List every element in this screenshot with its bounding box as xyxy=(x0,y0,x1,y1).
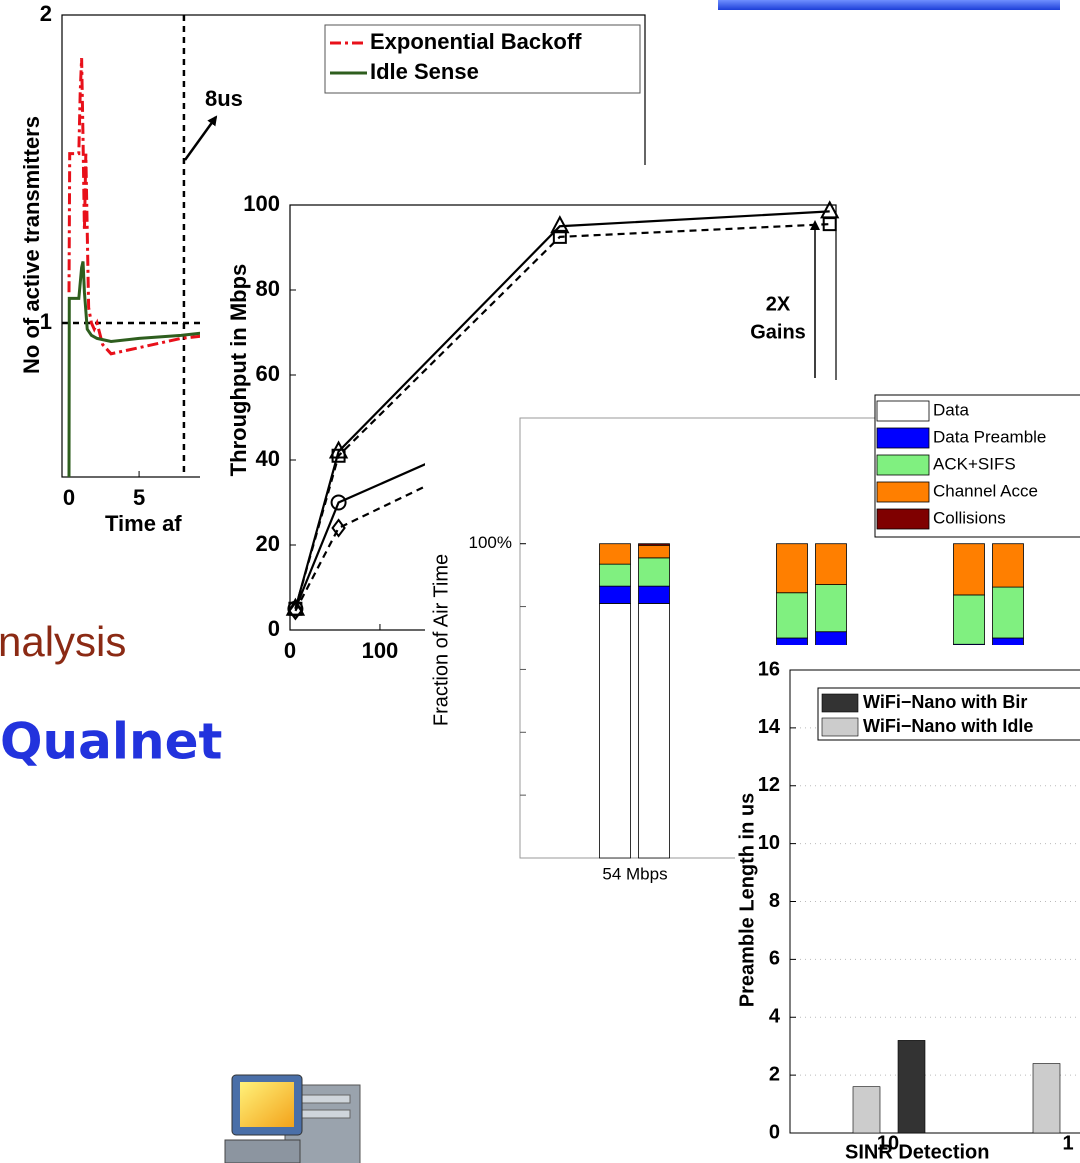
y-tick-label: 6 xyxy=(769,948,780,970)
series-line xyxy=(69,261,209,477)
bar-segment xyxy=(954,595,985,644)
legend-swatch xyxy=(877,428,929,448)
bar-segment xyxy=(600,544,631,564)
y-tick-label: 14 xyxy=(758,716,781,738)
page: nalysis Qualnet 1205No of active transmi… xyxy=(0,0,1080,1163)
legend-label: Collisions xyxy=(933,508,1006,527)
bar xyxy=(853,1087,880,1133)
x-tick-label: 5 xyxy=(133,485,145,510)
y-tick-label: 2 xyxy=(769,1063,780,1085)
bar-segment xyxy=(600,564,631,586)
legend-swatch xyxy=(822,694,858,712)
bar-segment xyxy=(600,586,631,603)
y-tick-label: 4 xyxy=(769,1006,781,1028)
y-tick-label: 10 xyxy=(758,832,780,854)
x-tick-label: 1 xyxy=(1062,1132,1073,1154)
heading-fragment: nalysis xyxy=(0,618,126,665)
slide: nalysis Qualnet 1205No of active transmi… xyxy=(0,0,1080,1163)
annotation: Gains xyxy=(750,321,806,343)
bar-segment xyxy=(993,587,1024,638)
y-tick-label: 0 xyxy=(769,1121,780,1143)
legend-label: Exponential Backoff xyxy=(370,29,582,54)
legend-label: ACK+SIFS xyxy=(933,454,1016,473)
legend-swatch xyxy=(877,509,929,529)
y-tick-label: 40 xyxy=(256,446,280,471)
x-tick-label: 0 xyxy=(284,638,296,663)
y-tick-label: 8 xyxy=(769,890,780,912)
annotation: 2X xyxy=(766,293,791,315)
header-strip xyxy=(718,0,1060,10)
bar-segment xyxy=(639,586,670,603)
x-tick-label: 0 xyxy=(63,485,75,510)
bar-segment xyxy=(639,545,670,558)
x-tick-label: 54 Mbps xyxy=(602,864,667,883)
bar-segment xyxy=(600,603,631,858)
tool-name: Qualnet xyxy=(0,713,222,771)
y-tick-label: 12 xyxy=(758,774,780,796)
y-axis-label: No of active transmitters xyxy=(19,116,44,374)
bar-segment xyxy=(777,593,808,638)
bar xyxy=(898,1040,925,1133)
legend-label: Idle Sense xyxy=(370,59,479,84)
x-tick-label: 100 xyxy=(362,638,399,663)
legend-label: Data Preamble xyxy=(933,427,1046,446)
y-tick-label: 80 xyxy=(256,276,280,301)
y-tick-label: 60 xyxy=(256,361,280,386)
x-axis-label: Time af xyxy=(105,511,182,536)
bar-segment xyxy=(639,558,670,586)
bar-segment xyxy=(954,544,985,595)
annotation-arrow xyxy=(185,117,216,160)
y-tick-label: 20 xyxy=(256,531,280,556)
x-axis-label: SINR Detection xyxy=(845,1141,989,1163)
y-tick-label: 100% xyxy=(469,533,512,552)
legend-label: WiFi−Nano with Bir xyxy=(863,692,1027,712)
bar-segment xyxy=(816,544,847,585)
bar-segment xyxy=(639,544,670,546)
bar-segment xyxy=(777,544,808,593)
legend-swatch xyxy=(822,718,858,736)
legend-swatch xyxy=(877,455,929,475)
legend-swatch xyxy=(877,401,929,421)
legend-swatch xyxy=(877,482,929,502)
y-axis-label: Preamble Length in us xyxy=(736,793,758,1007)
legend-label: WiFi−Nano with Idle xyxy=(863,716,1033,736)
y-tick-label: 16 xyxy=(758,658,780,680)
annotation: 8us xyxy=(205,86,243,111)
y-tick-label: 100 xyxy=(243,191,280,216)
bar xyxy=(1033,1064,1060,1133)
bar-segment xyxy=(816,585,847,632)
legend-label: Channel Acce xyxy=(933,481,1038,500)
y-tick-label: 2 xyxy=(40,1,52,26)
y-tick-label: 0 xyxy=(268,616,280,641)
y-axis-label: Throughput in Mbps xyxy=(226,264,251,477)
series-line xyxy=(69,58,209,354)
y-axis-label: Fraction of Air Time xyxy=(430,554,452,726)
legend-label: Data xyxy=(933,400,969,419)
bar-segment xyxy=(993,544,1024,587)
computer-icon xyxy=(225,1075,360,1163)
bar-segment xyxy=(639,603,670,858)
